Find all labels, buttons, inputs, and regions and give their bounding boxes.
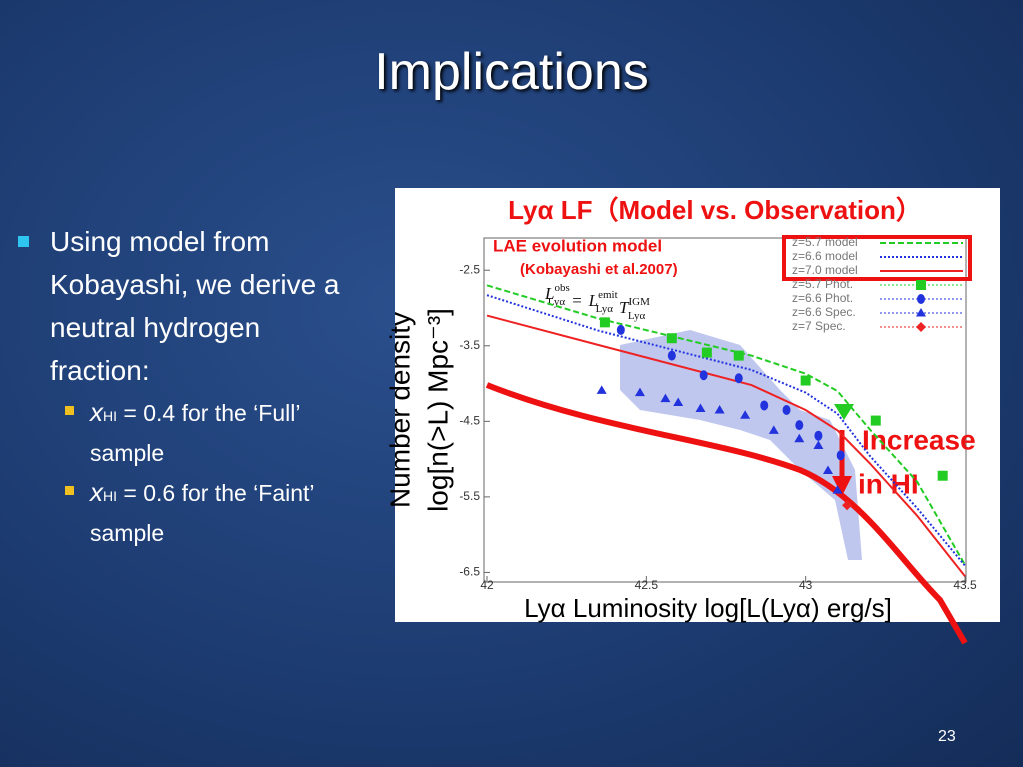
data-point <box>800 375 811 386</box>
data-point <box>768 425 779 434</box>
legend-marker <box>916 280 926 290</box>
x-tick-label: 43 <box>799 578 813 592</box>
bullet-text: = 0.6 for the ‘Faint’ sample <box>90 480 314 546</box>
formula-term: L <box>588 291 598 310</box>
sub-bullet: xHI = 0.6 for the ‘Faint’ sample <box>65 474 348 552</box>
data-point <box>701 347 712 358</box>
data-point <box>836 450 845 461</box>
bullet: Using model from Kobayashi, we derive a … <box>18 220 348 392</box>
annotation: Increase <box>862 424 976 455</box>
data-point <box>842 500 853 511</box>
page-number: 23 <box>938 728 956 745</box>
legend-marker <box>916 308 926 317</box>
shaded-band <box>620 330 862 560</box>
legend-label: z=7.0 model <box>792 263 858 277</box>
bullet-list: Using model from Kobayashi, we derive a … <box>18 220 348 552</box>
data-point <box>822 465 833 474</box>
slide-title: Implications <box>374 43 649 101</box>
formula-sub: Lyα <box>628 310 646 322</box>
legend-highlight <box>782 235 972 281</box>
formula-sup: obs <box>554 282 569 294</box>
data-point <box>870 415 881 426</box>
y-tick-label: -4.5 <box>459 414 480 428</box>
legend-marker <box>916 322 926 332</box>
plot-frame <box>483 237 967 583</box>
data-point <box>814 430 823 441</box>
formula-term: L <box>544 284 554 303</box>
subscript: HI <box>103 408 117 424</box>
legend-label: z=5.7 Phot. <box>792 277 853 291</box>
data-point <box>937 470 948 481</box>
formula-sup: emit <box>598 289 618 301</box>
variable: x <box>90 477 103 507</box>
data-point <box>794 433 805 443</box>
data-point <box>660 393 671 403</box>
data-point <box>699 370 708 381</box>
subscript: HI <box>103 488 117 504</box>
annotation: (Kobayashi et al.2007) <box>520 261 678 278</box>
x-tick-label: 42 <box>480 578 494 592</box>
formula: Lobs Lyα = Lemit Lyα TIGM Lyα <box>544 282 650 322</box>
data-point <box>734 373 743 384</box>
sub-bullet: xHI = 0.4 for the ‘Full’ sample <box>65 394 348 472</box>
y-tick-label: -6.5 <box>459 565 480 579</box>
x-tick-label: 43.5 <box>953 578 977 592</box>
formula-term: = <box>571 291 582 310</box>
data-point <box>795 420 804 431</box>
data-point <box>634 387 645 397</box>
series-line <box>486 314 966 577</box>
formula-term: T <box>619 298 630 317</box>
x-tick-label: 42.5 <box>635 578 659 592</box>
arrow-head <box>834 404 854 420</box>
chart-title: Lyα LF（Model vs. Observation） <box>508 195 922 225</box>
x-axis-label: Lyα Luminosity log[L(Lyα) erg/s] <box>524 593 892 623</box>
data-point <box>760 400 769 411</box>
data-point <box>596 385 607 394</box>
legend-label: z=6.6 Spec. <box>792 305 856 319</box>
data-point <box>695 403 706 412</box>
data-point <box>740 410 751 419</box>
data-point <box>599 317 610 328</box>
data-point <box>813 440 824 450</box>
annotation: LAE evolution model <box>493 236 662 255</box>
y-axis-label: Number density <box>384 312 415 508</box>
data-point <box>667 350 676 361</box>
y-axis-label: log[n(>L) Mpc⁻³] <box>422 308 453 512</box>
bullet-text: = 0.4 for the ‘Full’ sample <box>90 400 300 466</box>
data-point <box>673 397 684 406</box>
data-point <box>782 405 791 415</box>
data-point <box>714 405 725 414</box>
series-line <box>486 294 966 567</box>
data-point <box>733 350 744 361</box>
data-point <box>616 324 625 335</box>
legend-label: z=6.6 Phot. <box>792 291 853 305</box>
legend-label: z=6.6 model <box>792 249 858 263</box>
data-point <box>832 485 843 494</box>
y-tick-label: -2.5 <box>459 262 480 276</box>
legend-label: z=5.7 model <box>792 235 858 249</box>
legend-label: z=7 Spec. <box>792 319 846 333</box>
highlight-curve <box>485 382 968 645</box>
arrow-head <box>832 476 852 496</box>
formula-sub: Lyα <box>596 303 614 315</box>
y-tick-label: -3.5 <box>459 338 480 352</box>
y-tick-label: -5.5 <box>459 489 480 503</box>
formula-sup: IGM <box>629 296 651 308</box>
data-point <box>666 333 677 344</box>
legend-marker <box>917 294 925 304</box>
variable: x <box>90 397 103 427</box>
